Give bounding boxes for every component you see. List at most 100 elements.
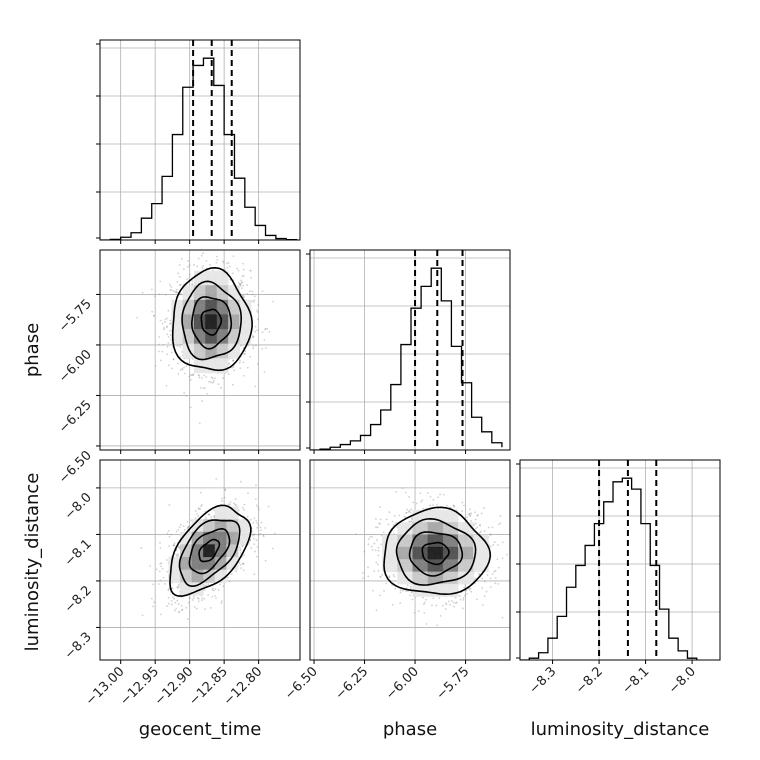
- density-block: [412, 583, 429, 597]
- scatter-point: [181, 367, 184, 370]
- scatter-point: [217, 383, 220, 386]
- scatter-point: [241, 294, 244, 297]
- density-block: [182, 285, 195, 301]
- scatter-point: [209, 381, 212, 383]
- scatter-point: [475, 527, 477, 530]
- scatter-point: [528, 545, 530, 547]
- scatter-point: [421, 499, 424, 502]
- scatter-point: [408, 496, 411, 498]
- scatter-point: [161, 567, 164, 570]
- density-block: [205, 270, 218, 286]
- scatter-point: [256, 311, 259, 313]
- scatter-point: [399, 602, 402, 605]
- scatter-point: [206, 392, 209, 395]
- scatter-point: [222, 261, 225, 264]
- scatter-point: [393, 575, 396, 578]
- scatter-point: [401, 487, 404, 489]
- scatter-point: [159, 541, 161, 544]
- scatter-point: [263, 371, 266, 373]
- scatter-point: [392, 524, 395, 526]
- scatter-point: [253, 295, 256, 298]
- scatter-point: [375, 561, 378, 564]
- scatter-point: [183, 372, 186, 375]
- scatter-point: [394, 521, 397, 524]
- scatter-point: [227, 247, 229, 249]
- scatter-point: [175, 553, 178, 556]
- scatter-point: [242, 284, 245, 287]
- density-block: [239, 299, 252, 315]
- scatter-point: [496, 558, 499, 560]
- scatter-point: [410, 591, 413, 594]
- scatter-point: [412, 501, 415, 504]
- scatter-point: [232, 365, 235, 368]
- histogram-step-line: [520, 477, 698, 660]
- scatter-point: [152, 314, 155, 317]
- scatter-point: [480, 512, 483, 515]
- scatter-point: [391, 603, 394, 606]
- scatter-point: [363, 550, 366, 553]
- scatter-point: [248, 290, 251, 293]
- scatter-point: [228, 265, 231, 268]
- density-block: [203, 531, 216, 545]
- scatter-point: [239, 283, 242, 286]
- scatter-point: [242, 544, 244, 547]
- scatter-point: [429, 495, 432, 498]
- scatter-point: [436, 503, 438, 506]
- density-block: [397, 522, 413, 535]
- density-block: [412, 559, 429, 573]
- density-block: [226, 544, 239, 558]
- density-block: [458, 534, 474, 548]
- scatter-point: [202, 387, 205, 390]
- density-block: [458, 571, 474, 585]
- scatter-point: [409, 587, 412, 590]
- scatter-point: [259, 526, 262, 529]
- scatter-point: [435, 604, 438, 607]
- scatter-point: [262, 534, 265, 537]
- scatter-point: [261, 347, 264, 350]
- scatter-point: [151, 310, 153, 313]
- scatter-point: [168, 587, 171, 590]
- scatter-point: [167, 342, 170, 344]
- density-block: [194, 343, 206, 359]
- scatter-point: [380, 534, 383, 537]
- scatter-point: [411, 518, 413, 521]
- scatter-point: [153, 601, 156, 604]
- scatter-point: [494, 582, 497, 585]
- scatter-point: [479, 530, 482, 533]
- scatter-point: [152, 605, 155, 608]
- density-block: [228, 343, 240, 359]
- scatter-point: [264, 527, 267, 529]
- scatter-point: [222, 377, 224, 380]
- density-block: [237, 519, 250, 533]
- scatter-point: [475, 522, 477, 525]
- scatter-point: [246, 366, 249, 369]
- scatter-point: [254, 330, 257, 333]
- scatter-point: [405, 512, 407, 514]
- density-block: [473, 546, 489, 560]
- scatter-point: [374, 549, 377, 552]
- scatter-point: [256, 545, 259, 548]
- scatter-point: [167, 589, 170, 592]
- scatter-point: [238, 283, 241, 285]
- scatter-point: [207, 583, 210, 586]
- scatter-point: [169, 329, 171, 332]
- scatter-point: [211, 588, 214, 591]
- scatter-point: [406, 584, 409, 587]
- density-block: [382, 559, 398, 573]
- scatter-point: [197, 600, 200, 603]
- scatter-point: [211, 587, 214, 590]
- scatter-point: [476, 526, 479, 529]
- scatter-point: [499, 522, 502, 525]
- scatter-point: [231, 383, 234, 386]
- histogram-luminosity_distance: [520, 460, 698, 660]
- scatter-point: [212, 589, 215, 592]
- scatter-point: [497, 544, 499, 547]
- scatter-point: [439, 493, 441, 496]
- scatter-point: [367, 566, 369, 569]
- scatter-point: [164, 582, 166, 585]
- contour-line: [395, 517, 477, 586]
- scatter-point: [162, 576, 165, 579]
- scatter-point: [226, 576, 229, 579]
- scatter-point: [410, 520, 413, 523]
- scatter-point: [489, 586, 492, 589]
